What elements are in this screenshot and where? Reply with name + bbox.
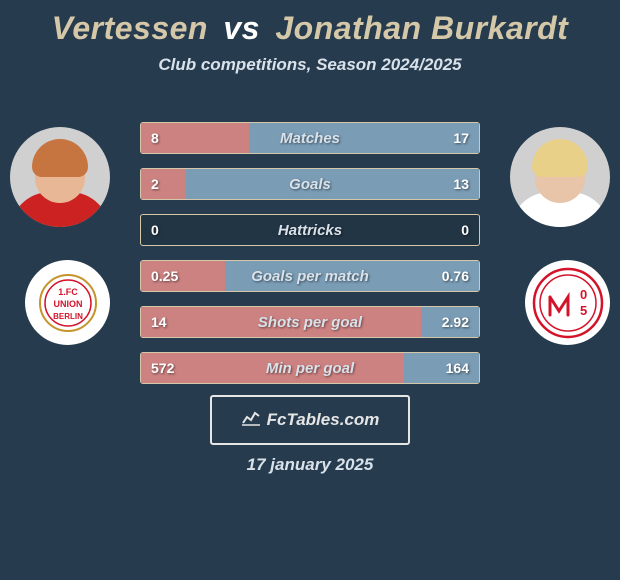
mainz-icon: 0 5 FSV MAINZ 05 <box>532 267 604 339</box>
stat-value-left: 0 <box>151 222 159 238</box>
stat-value-right: 17 <box>453 130 469 146</box>
player2-avatar <box>510 127 610 227</box>
stat-row: 572 Min per goal 164 <box>140 352 480 384</box>
club2-logo: 0 5 FSV MAINZ 05 <box>525 260 610 345</box>
stat-value-left: 8 <box>151 130 159 146</box>
stat-row: 14 Shots per goal 2.92 <box>140 306 480 338</box>
stat-label: Shots per goal <box>258 314 362 331</box>
branding-box[interactable]: FcTables.com <box>210 395 410 445</box>
svg-text:UNION: UNION <box>53 299 82 309</box>
stat-row: 2 Goals 13 <box>140 168 480 200</box>
stat-fill-right <box>186 169 479 199</box>
stat-label: Matches <box>280 130 340 147</box>
union-berlin-icon: 1.FC UNION BERLIN <box>38 273 98 333</box>
branding-text: FcTables.com <box>267 410 380 430</box>
svg-text:5: 5 <box>580 303 587 318</box>
club1-logo: 1.FC UNION BERLIN <box>25 260 110 345</box>
svg-text:0: 0 <box>580 287 587 302</box>
stats-container: 8 Matches 17 2 Goals 13 0 Hattricks 0 0.25 Goals p… <box>140 122 480 398</box>
date-text: 17 january 2025 <box>247 455 374 475</box>
stat-label: Goals per match <box>251 268 369 285</box>
stat-value-left: 2 <box>151 176 159 192</box>
svg-text:BERLIN: BERLIN <box>53 312 83 321</box>
svg-text:1.FC: 1.FC <box>58 287 78 297</box>
player1-name: Vertessen <box>52 10 208 46</box>
stat-value-right: 2.92 <box>442 314 469 330</box>
stat-fill-left <box>141 169 186 199</box>
stat-label: Hattricks <box>278 222 342 239</box>
stat-row: 0 Hattricks 0 <box>140 214 480 246</box>
stat-value-left: 0.25 <box>151 268 178 284</box>
stat-value-right: 13 <box>453 176 469 192</box>
stat-value-left: 14 <box>151 314 167 330</box>
stat-label: Goals <box>289 176 331 193</box>
comparison-title: Vertessen vs Jonathan Burkardt <box>0 0 620 55</box>
stat-row: 8 Matches 17 <box>140 122 480 154</box>
player1-avatar <box>10 127 110 227</box>
stat-label: Min per goal <box>266 360 354 377</box>
player2-name: Jonathan Burkardt <box>275 10 568 46</box>
subtitle: Club competitions, Season 2024/2025 <box>0 55 620 75</box>
stat-value-right: 164 <box>446 360 469 376</box>
stat-value-right: 0.76 <box>442 268 469 284</box>
vs-text: vs <box>223 10 260 46</box>
stat-row: 0.25 Goals per match 0.76 <box>140 260 480 292</box>
chart-icon <box>241 409 261 432</box>
stat-value-right: 0 <box>461 222 469 238</box>
stat-value-left: 572 <box>151 360 174 376</box>
